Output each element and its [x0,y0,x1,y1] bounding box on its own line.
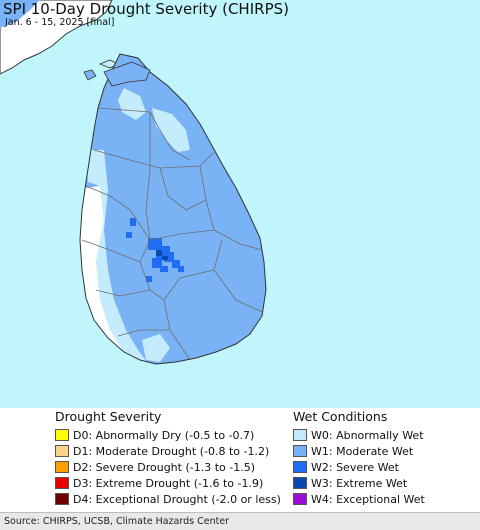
wet-legend-heading: Wet Conditions [293,409,388,424]
legend-label: D1: Moderate Drought (-0.8 to -1.2) [73,444,270,458]
legend-item-w4: W4: Exceptional Wet [293,492,425,506]
legend-swatch [55,493,69,505]
legend-label: D0: Abnormally Dry (-0.5 to -0.7) [73,428,255,442]
abnormally-wet-northeast [152,108,190,152]
legend-label: W0: Abnormally Wet [311,428,424,442]
legend-swatch [293,461,307,473]
abnormally-wet-south [142,334,170,362]
legend-swatch [55,477,69,489]
legend-item-d3: D3: Extreme Drought (-1.6 to -1.9) [55,476,263,490]
extreme-wet-cluster [156,250,168,260]
province-boundaries [81,107,263,361]
legend-label: W1: Moderate Wet [311,444,414,458]
legend-swatch [55,429,69,441]
legend-item-w0: W0: Abnormally Wet [293,428,424,442]
legend-swatch [293,493,307,505]
india-wet-patch [0,0,40,28]
legend-label: W3: Extreme Wet [311,476,408,490]
legend-label: W4: Exceptional Wet [311,492,425,506]
jaffna-peninsula [103,61,151,87]
legend-item-w2: W2: Severe Wet [293,460,399,474]
source-text: Source: CHIRPS, UCSB, Climate Hazards Ce… [4,516,230,527]
abnormally-wet-west-strip [84,150,150,364]
legend-item-d0: D0: Abnormally Dry (-0.5 to -0.7) [55,428,254,442]
legend-item-d2: D2: Severe Drought (-1.3 to -1.5) [55,460,255,474]
legend-label: D3: Extreme Drought (-1.6 to -1.9) [73,476,264,490]
mannar-isle [83,69,97,81]
wet-w1-area [80,54,266,364]
legend-swatch [293,445,307,457]
source-footer: Source: CHIRPS, UCSB, Climate Hazards Ce… [0,512,480,530]
drought-legend-heading: Drought Severity [55,409,162,424]
legend: Drought Severity Wet Conditions D0: Abno… [0,408,480,512]
legend-label: W2: Severe Wet [311,460,399,474]
map-subtitle: Jan. 6 - 15, 2025 [final] [5,17,115,28]
legend-label: D4: Exceptional Drought (-2.0 or less) [73,492,281,506]
legend-swatch [55,445,69,457]
map-canvas [0,0,267,365]
india-landmass [0,0,113,75]
legend-label: D2: Severe Drought (-1.3 to -1.5) [73,460,256,474]
legend-swatch [55,461,69,473]
map-title: SPI 10-Day Drought Severity (CHIRPS) [3,0,289,18]
drought-map: SPI 10-Day Drought Severity (CHIRPS) Jan… [0,0,480,408]
legend-item-d1: D1: Moderate Drought (-0.8 to -1.2) [55,444,269,458]
abnormally-wet-north [118,88,146,120]
legend-item-d4: D4: Exceptional Drought (-2.0 or less) [55,492,281,506]
legend-item-w3: W3: Extreme Wet [293,476,407,490]
legend-item-w1: W1: Moderate Wet [293,444,413,458]
legend-swatch [293,477,307,489]
legend-swatch [293,429,307,441]
